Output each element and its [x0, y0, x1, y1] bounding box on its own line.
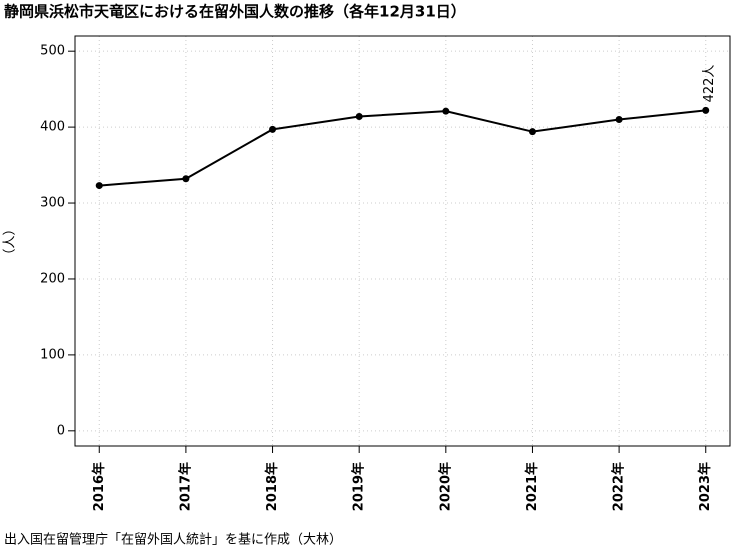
point: [702, 106, 710, 114]
plot-frame: [74, 35, 731, 447]
point: [615, 116, 623, 124]
y-tick-label: 300: [40, 196, 65, 211]
data-label: 422人: [702, 65, 717, 103]
x-tick-label: 2021年: [524, 462, 540, 511]
point: [528, 128, 536, 136]
chart-title: 静岡県浜松市天竜区における在留外国人数の推移（各年12月31日）: [4, 3, 466, 21]
x-tick-label: 2019年: [351, 462, 367, 511]
y-tick-label: 200: [40, 271, 65, 286]
x-tick-label: 2022年: [611, 462, 627, 511]
line: [99, 109, 706, 187]
y-axis-label: （人）: [3, 222, 18, 261]
x-tick-label: 2018年: [264, 462, 280, 511]
y-tick-label: 400: [40, 120, 65, 135]
y-tick-label: 0: [57, 423, 65, 438]
point: [442, 107, 450, 115]
point: [182, 175, 190, 183]
y-tick-label: 500: [40, 44, 65, 59]
y-tick-label: 100: [40, 347, 65, 362]
point: [269, 125, 277, 133]
x-tick-label: 2023年: [697, 462, 713, 511]
x-tick-label: 2017年: [177, 462, 193, 511]
source-note: 出入国在留管理庁「在留外国人統計」を基に作成（大林）: [4, 532, 342, 548]
x-tick-label: 2020年: [437, 462, 453, 511]
point: [95, 182, 103, 190]
x-tick-label: 2016年: [91, 462, 107, 511]
point: [355, 112, 363, 120]
